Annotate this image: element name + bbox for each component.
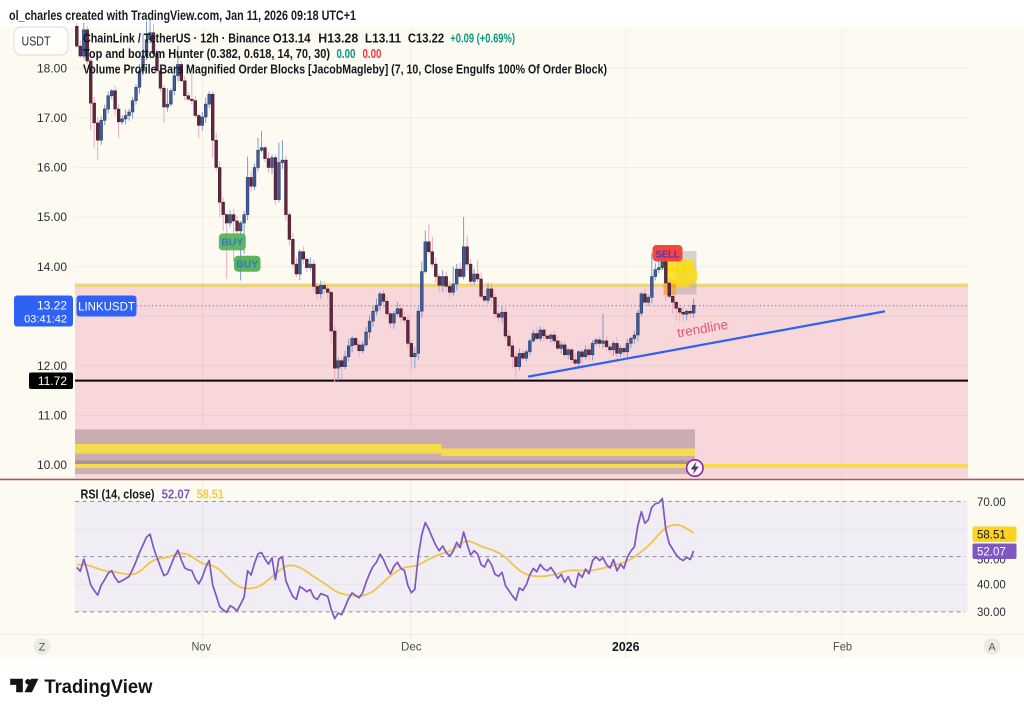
svg-text:BUY: BUY [236,259,258,271]
svg-text:+0.09 (+0.69%): +0.09 (+0.69%) [450,31,515,46]
svg-text:30.00: 30.00 [977,607,1006,619]
svg-text:Z: Z [39,642,46,654]
svg-text:Dec: Dec [401,640,422,654]
svg-text:17.00: 17.00 [37,111,67,125]
svg-text:52.07: 52.07 [977,547,1006,559]
svg-text:ol_charles created with Tradin: ol_charles created with TradingView.com,… [9,8,356,23]
svg-text:16.00: 16.00 [37,161,67,175]
svg-text:0.00: 0.00 [363,46,382,61]
svg-text:RSI (14, close): RSI (14, close) [81,487,155,501]
svg-text:Feb: Feb [833,640,852,654]
svg-text:03:41:42: 03:41:42 [24,314,67,326]
svg-text:SELL: SELL [656,248,681,260]
svg-text:BUY: BUY [221,237,243,249]
svg-text:Nov: Nov [192,640,212,654]
svg-text:52.07: 52.07 [162,487,191,501]
svg-text:Volume Profile Bars Magnified: Volume Profile Bars Magnified Order Bloc… [83,61,607,76]
svg-text:18.00: 18.00 [37,62,67,76]
svg-text:10.00: 10.00 [37,458,67,472]
svg-text:15.00: 15.00 [37,210,67,224]
svg-text:USDT: USDT [22,34,51,49]
svg-text:70.00: 70.00 [977,497,1006,509]
svg-text:13.22: 13.22 [37,299,67,313]
svg-text:TradingView: TradingView [44,676,153,698]
svg-text:14.00: 14.00 [37,260,67,274]
svg-text:C13.22: C13.22 [408,31,444,46]
svg-text:LINKUSDT: LINKUSDT [78,302,135,314]
svg-text:11.72: 11.72 [38,374,67,388]
svg-text:L13.11: L13.11 [365,31,401,46]
svg-text:58.51: 58.51 [977,530,1006,542]
svg-text:Top and bottom Hunter (0.382,: Top and bottom Hunter (0.382, 0.618, 14,… [83,46,330,61]
svg-text:ChainLink / TetherUS · 12h · B: ChainLink / TetherUS · 12h · Binance [83,31,270,46]
svg-text:58.51: 58.51 [197,487,224,501]
svg-text:O13.14: O13.14 [273,31,312,46]
svg-text:H13.28: H13.28 [318,31,358,46]
svg-text:A: A [988,642,996,654]
svg-text:40.00: 40.00 [977,580,1006,592]
svg-text:11.00: 11.00 [38,408,67,422]
svg-text:0.00: 0.00 [337,46,356,61]
svg-text:2026: 2026 [612,639,640,654]
svg-text:12.00: 12.00 [37,359,67,373]
